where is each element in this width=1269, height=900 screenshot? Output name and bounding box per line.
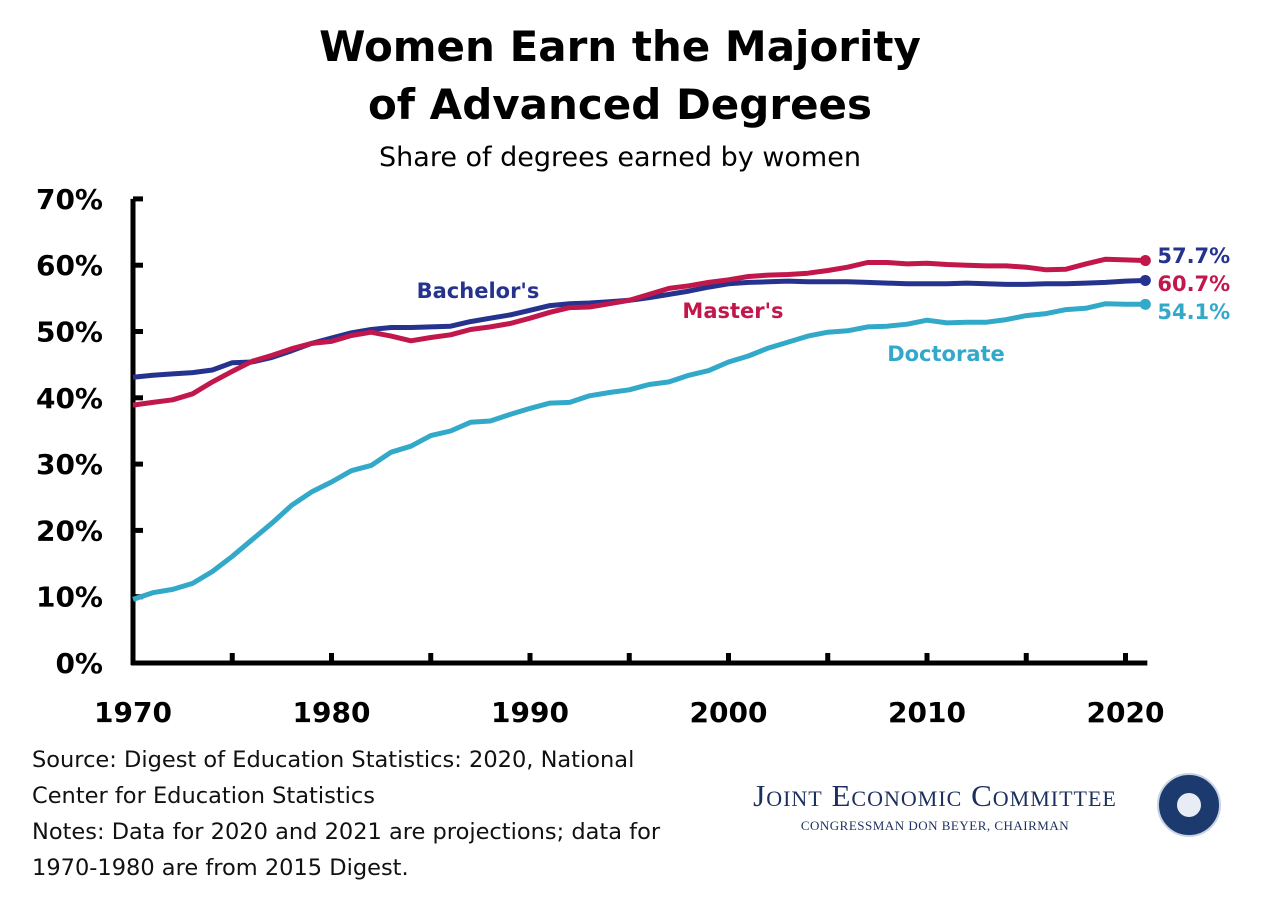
- chart-title-line1: Women Earn the Majority: [319, 22, 921, 71]
- end-label-bachelors: 57.7%: [1157, 244, 1230, 268]
- end-point-bachelors: [1139, 274, 1151, 286]
- x-tick-label: 2020: [1087, 696, 1165, 729]
- jec-logo-name: Joint Economic Committee: [753, 778, 1117, 813]
- y-tick-label: 60%: [36, 249, 103, 282]
- series-line-masters: [132, 256, 1146, 408]
- chart-subtitle: Share of degrees earned by women: [379, 142, 861, 173]
- x-tick-label: 1990: [491, 696, 569, 729]
- source-line-2: Center for Education Statistics: [32, 783, 375, 809]
- end-label-masters: 60.7%: [1157, 272, 1230, 296]
- y-tick-label: 10%: [36, 581, 103, 614]
- y-tick-label: 20%: [36, 514, 103, 547]
- series-label-doctorate: Doctorate: [887, 342, 1005, 366]
- notes-line-2: 1970-1980 are from 2015 Digest.: [32, 855, 409, 881]
- jec-logo: Joint Economic Committee CONGRESSMAN DON…: [725, 778, 1145, 834]
- y-tick-label: 50%: [36, 316, 103, 349]
- source-notes: Source: Digest of Education Statistics: …: [32, 742, 660, 886]
- x-tick-label: 2010: [888, 696, 966, 729]
- y-tick-label: 40%: [36, 382, 103, 415]
- end-point-doctorate: [1139, 298, 1151, 310]
- end-point-masters: [1139, 255, 1151, 267]
- series-label-bachelors: Bachelor's: [417, 279, 540, 303]
- series-label-masters: Master's: [682, 299, 783, 323]
- x-tick-label: 2000: [690, 696, 768, 729]
- congress-seal-icon: [1157, 773, 1221, 837]
- notes-line-1: Notes: Data for 2020 and 2021 are projec…: [32, 819, 661, 845]
- chart-title-line2: of Advanced Degrees: [367, 80, 873, 129]
- x-tick-label: 1980: [293, 696, 371, 729]
- x-tick-label: 1970: [94, 696, 172, 729]
- end-label-doctorate: 54.1%: [1157, 300, 1230, 324]
- series-line-doctorate: [132, 301, 1146, 602]
- source-line-1: Source: Digest of Education Statistics: …: [32, 747, 635, 773]
- y-tick-label: 0%: [55, 647, 103, 680]
- y-tick-label: 70%: [36, 183, 103, 216]
- jec-logo-subtitle: CONGRESSMAN DON BEYER, CHAIRMAN: [800, 818, 1070, 833]
- y-tick-label: 30%: [36, 448, 103, 481]
